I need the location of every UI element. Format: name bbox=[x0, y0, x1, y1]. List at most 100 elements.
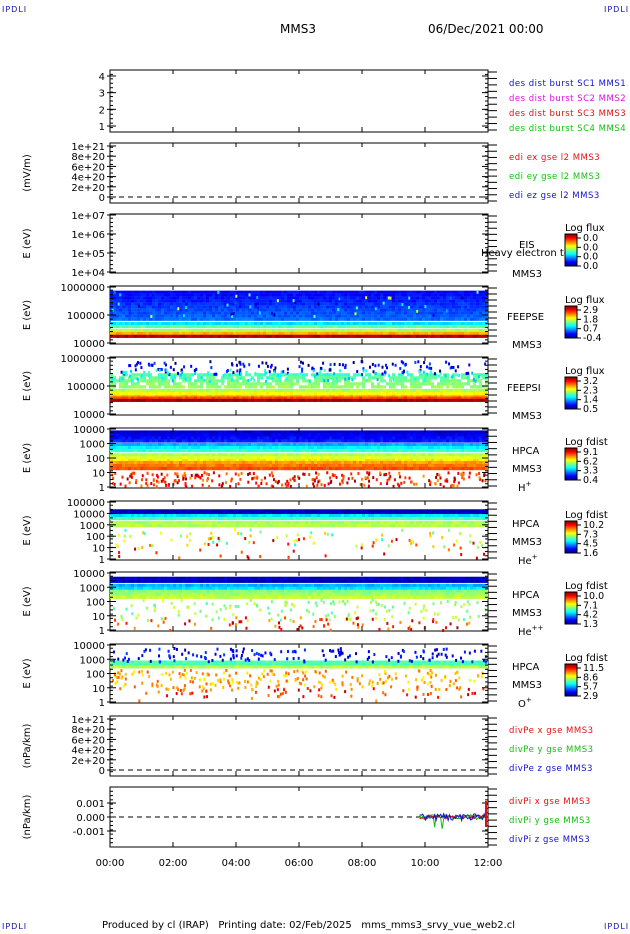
spectrogram-cell bbox=[155, 443, 158, 447]
spectrogram-cell bbox=[149, 302, 152, 306]
spectrogram-cell bbox=[236, 461, 239, 465]
spectrogram-cell bbox=[188, 388, 191, 393]
spectrogram-cell bbox=[197, 317, 200, 321]
spectrogram-cell bbox=[278, 331, 281, 336]
spectrogram-cell bbox=[305, 314, 308, 318]
spectrogram-cell bbox=[212, 379, 215, 383]
spectrogram-cell bbox=[158, 305, 161, 309]
spectrogram-cell bbox=[386, 331, 389, 336]
spectrogram-cell bbox=[335, 328, 338, 333]
spectrogram-cell bbox=[293, 449, 296, 453]
spectrogram-cell bbox=[392, 299, 395, 303]
spectrogram-cell bbox=[113, 430, 116, 434]
spectrogram-cell bbox=[335, 317, 338, 321]
y-tick-label: 1 bbox=[99, 122, 105, 133]
spectrogram-cell bbox=[257, 334, 260, 338]
spectrogram-cell bbox=[323, 311, 326, 315]
spectrogram-cell bbox=[275, 446, 278, 450]
spectrogram-cell bbox=[323, 328, 326, 333]
spectrogram-cell bbox=[152, 324, 155, 329]
spectrogram-cell bbox=[332, 449, 335, 453]
spectrogram-cell bbox=[173, 317, 176, 321]
spectrogram-cell bbox=[419, 443, 422, 447]
spectrogram-cell bbox=[176, 459, 179, 463]
spectrogram-cell bbox=[314, 305, 317, 309]
spectrogram-cell bbox=[410, 379, 413, 383]
spectrogram-cell bbox=[386, 430, 389, 434]
spectrogram-cell bbox=[140, 308, 143, 312]
spectrogram-cell bbox=[113, 324, 116, 329]
spectrogram-cell bbox=[323, 376, 326, 380]
spectrogram-cell bbox=[131, 388, 134, 393]
spectrogram-cell bbox=[329, 461, 332, 465]
spectrogram-cell bbox=[134, 311, 137, 315]
spectrogram-cell bbox=[476, 311, 479, 315]
spectrogram-cell bbox=[473, 311, 476, 315]
spectrogram-cell bbox=[245, 308, 248, 312]
spectrogram-cell bbox=[257, 311, 260, 315]
spectrogram-cell bbox=[224, 311, 227, 315]
spectrogram-cell bbox=[458, 305, 461, 309]
spectrogram-cell bbox=[362, 439, 365, 443]
spectrogram-cell bbox=[401, 296, 404, 300]
spectrogram-cell bbox=[278, 293, 281, 297]
spectrogram-cell bbox=[158, 324, 161, 329]
spectrogram-cell bbox=[449, 456, 452, 460]
spectrogram-cell bbox=[464, 314, 467, 318]
spectrogram-cell bbox=[299, 430, 302, 434]
spectrogram-cell bbox=[404, 328, 407, 333]
spectrogram-cell bbox=[194, 443, 197, 447]
spectrogram-cell bbox=[278, 391, 281, 396]
spectrogram-cell bbox=[146, 379, 149, 383]
spectrogram-cell bbox=[341, 376, 344, 380]
spectrogram-cell bbox=[110, 391, 113, 396]
spectrogram-cell bbox=[443, 299, 446, 303]
spectrogram-cell bbox=[113, 314, 116, 318]
spectrogram-cell bbox=[380, 443, 383, 447]
spectrogram-cell bbox=[242, 436, 245, 440]
spectrogram-cell bbox=[293, 382, 296, 386]
spectrogram-cell bbox=[338, 461, 341, 465]
spectrogram-cell bbox=[143, 302, 146, 306]
spectrogram-cell bbox=[410, 398, 413, 402]
spectrogram-cell bbox=[137, 388, 140, 393]
spectrogram-cell bbox=[275, 331, 278, 336]
spectrogram-cell bbox=[221, 449, 224, 453]
spectrogram-dot bbox=[384, 371, 387, 375]
spectrogram-cell bbox=[191, 305, 194, 309]
spectrogram-cell bbox=[191, 321, 194, 326]
spectrogram-cell bbox=[389, 396, 392, 400]
spectrogram-cell bbox=[428, 373, 431, 377]
spectrogram-cell bbox=[380, 328, 383, 333]
spectrogram-cell bbox=[191, 296, 194, 300]
spectrogram-cell bbox=[110, 290, 113, 294]
spectrogram-cell bbox=[209, 456, 212, 460]
spectrogram-cell bbox=[362, 317, 365, 321]
spectrogram-cell bbox=[317, 290, 320, 294]
spectrogram-cell bbox=[347, 398, 350, 402]
spectrogram-cell bbox=[452, 299, 455, 303]
spectrogram-cell bbox=[431, 305, 434, 309]
spectrogram-cell bbox=[338, 314, 341, 318]
spectrogram-cell bbox=[425, 379, 428, 383]
spectrogram-cell bbox=[170, 391, 173, 396]
spectrogram-cell bbox=[116, 436, 119, 440]
spectrogram-cell bbox=[164, 305, 167, 309]
spectrogram-cell bbox=[485, 328, 488, 333]
spectrogram-dot bbox=[311, 366, 314, 370]
spectrogram-cell bbox=[485, 385, 488, 389]
spectrogram-cell bbox=[332, 385, 335, 389]
spectrogram-cell bbox=[464, 373, 467, 377]
spectrogram-cell bbox=[455, 290, 458, 294]
spectrogram-cell bbox=[419, 439, 422, 443]
spectrogram-cell bbox=[368, 308, 371, 312]
spectrogram-cell bbox=[272, 391, 275, 396]
spectrogram-cell bbox=[146, 331, 149, 336]
spectrogram-cell bbox=[158, 321, 161, 326]
colorbar-tick-label: 0.0 bbox=[583, 261, 598, 272]
spectrogram-cell bbox=[128, 293, 131, 297]
spectrogram-cell bbox=[320, 308, 323, 312]
spectrogram-cell bbox=[206, 461, 209, 465]
spectrogram-cell bbox=[473, 314, 476, 318]
spectrogram-cell bbox=[320, 328, 323, 333]
